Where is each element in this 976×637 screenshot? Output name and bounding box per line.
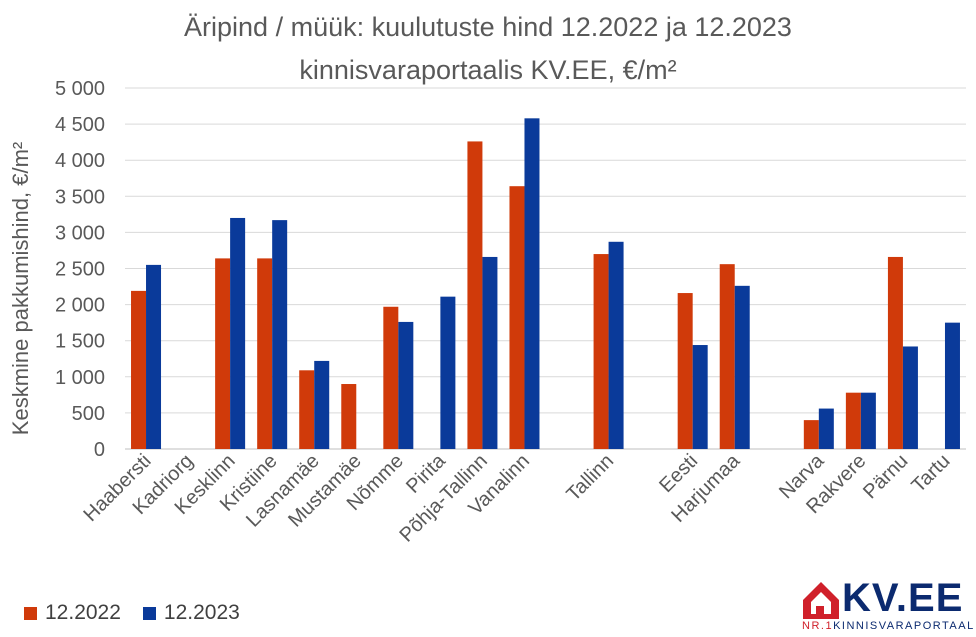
kv-ee-logo: KV.EE NR.1KINNISVARAPORTAAL — [800, 576, 974, 636]
chart-title-line2: kinnisvaraportaalis KV.EE, €/m² — [299, 55, 677, 85]
bar-12.2022-Harjumaa — [719, 264, 735, 449]
y-tick-label: 2 500 — [55, 259, 105, 281]
y-tick-label: 1 500 — [55, 331, 105, 353]
bar-12.2022-Mustamäe — [341, 384, 357, 449]
bar-12.2022-Eesti — [677, 293, 693, 449]
bar-12.2023-Lasnamäe — [314, 360, 330, 449]
bar-12.2022-Nõmme — [383, 306, 399, 449]
bar-12.2023-Eesti — [692, 345, 708, 449]
bar-12.2022-Rakvere — [845, 392, 861, 449]
bar-12.2022-Kristiine — [257, 258, 273, 449]
bar-12.2022-Lasnamäe — [299, 370, 315, 449]
bar-12.2023-Tallinn — [608, 241, 624, 449]
bar-12.2022-Narva — [803, 420, 819, 449]
bar-12.2022-Pärnu — [887, 256, 903, 449]
bar-12.2023-Vanalinn — [524, 118, 540, 449]
y-tick-label: 0 — [94, 439, 105, 461]
legend-swatch-2023 — [142, 606, 156, 620]
y-tick-label: 500 — [72, 403, 105, 425]
bar-12.2022-Kesklinn — [215, 258, 231, 449]
y-tick-label: 4 500 — [55, 114, 105, 136]
bar-12.2023-Nõmme — [398, 321, 414, 449]
y-tick-label: 3 000 — [55, 222, 105, 244]
house-logo-icon — [803, 582, 839, 619]
legend-item-2022: 12.2022 — [24, 601, 121, 625]
bar-chart: 0 500 1 000 1 500 2 000 2 500 3 000 3 500 4 000 4… — [8, 78, 966, 547]
bar-12.2022-Vanalinn — [509, 186, 525, 449]
bar-12.2022-Põhja-Tallinn — [467, 141, 483, 450]
legend-label-2023: 12.2023 — [163, 601, 240, 624]
bar-12.2023-Pirita — [440, 296, 456, 449]
x-tick-label: Pärnu — [859, 450, 912, 503]
y-tick-label: 4 000 — [55, 150, 105, 172]
bar-12.2022-Tallinn — [593, 254, 609, 449]
legend-label-2022: 12.2022 — [45, 601, 121, 624]
y-axis-label: Keskmine pakkumishind, €/m² — [8, 142, 33, 435]
bar-12.2023-Narva — [818, 408, 834, 449]
y-tick-label: 3 500 — [55, 186, 105, 208]
y-tick-label: 2 000 — [55, 295, 105, 317]
logo-subtitle: NR.1KINNISVARAPORTAAL — [802, 620, 975, 632]
x-tick-label: Tallinn — [562, 450, 618, 506]
bar-12.2023-Pärnu — [902, 346, 918, 449]
bar-12.2023-Haabersti — [146, 264, 162, 449]
legend-item-2023: 12.2023 — [142, 601, 240, 625]
y-tick-label: 1 000 — [55, 367, 105, 389]
bar-12.2023-Harjumaa — [734, 285, 750, 449]
logo-text: KV.EE — [842, 576, 964, 620]
bar-12.2023-Kesklinn — [230, 217, 246, 449]
legend-swatch-2022 — [24, 606, 37, 620]
bar-12.2023-Rakvere — [860, 392, 876, 449]
x-tick-label: Tartu — [908, 450, 955, 497]
bar-12.2023-Põhja-Tallinn — [482, 256, 498, 449]
logo-sub-text: KINNISVARAPORTAAL — [833, 620, 975, 632]
y-tick-label: 5 000 — [55, 78, 105, 100]
bar-12.2023-Kristiine — [272, 220, 288, 449]
bar-12.2023-Tartu — [944, 322, 960, 449]
bar-12.2022-Haabersti — [131, 290, 147, 449]
logo-sub-prefix: NR.1 — [802, 620, 834, 632]
legend: 12.2022 12.2023 — [24, 601, 262, 625]
chart-title-line1: Äripind / müük: kuulutuste hind 12.2022 … — [184, 12, 792, 42]
